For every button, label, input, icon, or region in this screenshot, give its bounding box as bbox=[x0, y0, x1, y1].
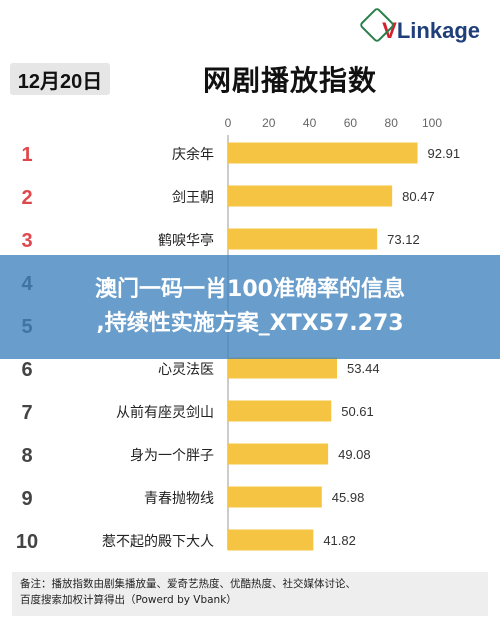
overlay-line-1: 澳门一码一肖100准确率的信息 bbox=[95, 277, 405, 302]
category-label: 剑王朝 bbox=[172, 190, 214, 206]
bar-value-label: 45.98 bbox=[332, 490, 365, 505]
category-label: 身为一个胖子 bbox=[130, 448, 214, 464]
bar-value-label: 50.61 bbox=[341, 404, 374, 419]
category-label: 心灵法医 bbox=[158, 362, 214, 378]
x-tick-label: 40 bbox=[303, 116, 317, 130]
bar bbox=[228, 185, 393, 207]
rank-number: 9 bbox=[21, 488, 32, 510]
bar bbox=[228, 357, 338, 379]
bar bbox=[228, 443, 329, 465]
x-tick-label: 80 bbox=[385, 116, 399, 130]
rank-number: 2 bbox=[21, 187, 32, 209]
date-label: 12月20日 bbox=[10, 63, 110, 95]
bar bbox=[228, 529, 314, 551]
bar bbox=[228, 228, 378, 250]
bar-value-label: 53.44 bbox=[347, 361, 380, 376]
bar-value-label: 80.47 bbox=[402, 189, 435, 204]
bar-value-label: 49.08 bbox=[338, 447, 371, 462]
bar bbox=[228, 142, 418, 164]
rank-number: 10 bbox=[16, 531, 38, 553]
bar bbox=[228, 400, 332, 422]
x-tick-label: 60 bbox=[344, 116, 358, 130]
category-label: 青春抛物线 bbox=[144, 491, 214, 507]
footnote-line-2: 百度搜索加权计算得出（Powerd by Vbank） bbox=[20, 594, 237, 606]
x-tick-label: 0 bbox=[225, 116, 232, 130]
rank-number: 3 bbox=[21, 230, 32, 252]
bar bbox=[228, 486, 322, 508]
logo-text: VLinkage bbox=[382, 18, 480, 43]
rank-number: 1 bbox=[21, 144, 32, 166]
x-tick-label: 100 bbox=[422, 116, 442, 130]
overlay-banner: 澳门一码一肖100准确率的信息 ,持续性实施方案_XTX57.273 bbox=[0, 255, 500, 359]
footnote: 备注：播放指数由剧集播放量、爱奇艺热度、优酷热度、社交媒体讨论、 百度搜索加权计… bbox=[12, 572, 488, 616]
category-label: 从前有座灵剑山 bbox=[116, 404, 214, 421]
rank-number: 6 bbox=[21, 359, 32, 381]
footnote-line-1: 备注：播放指数由剧集播放量、爱奇艺热度、优酷热度、社交媒体讨论、 bbox=[20, 578, 356, 590]
category-label: 庆余年 bbox=[172, 146, 214, 163]
vlinkage-logo: VLinkage bbox=[358, 6, 480, 44]
bar-value-label: 73.12 bbox=[387, 232, 420, 247]
rank-number: 8 bbox=[21, 445, 32, 467]
rank-number: 7 bbox=[21, 402, 32, 424]
x-tick-label: 20 bbox=[262, 116, 276, 130]
bar-chart: 0 20 40 60 80 100 1 庆余年 92.91 2 剑王朝 80.47 3 鹤唳华亭 73.12… bbox=[16, 116, 461, 553]
overlay-line-2: ,持续性实施方案_XTX57.273 bbox=[96, 311, 404, 336]
bar-value-label: 92.91 bbox=[428, 146, 461, 161]
category-label: 鹤唳华亭 bbox=[158, 232, 214, 249]
bar-value-label: 41.82 bbox=[323, 533, 356, 548]
chart-title: 网剧播放指数 bbox=[202, 64, 377, 97]
category-label: 惹不起的殿下大人 bbox=[102, 534, 214, 550]
